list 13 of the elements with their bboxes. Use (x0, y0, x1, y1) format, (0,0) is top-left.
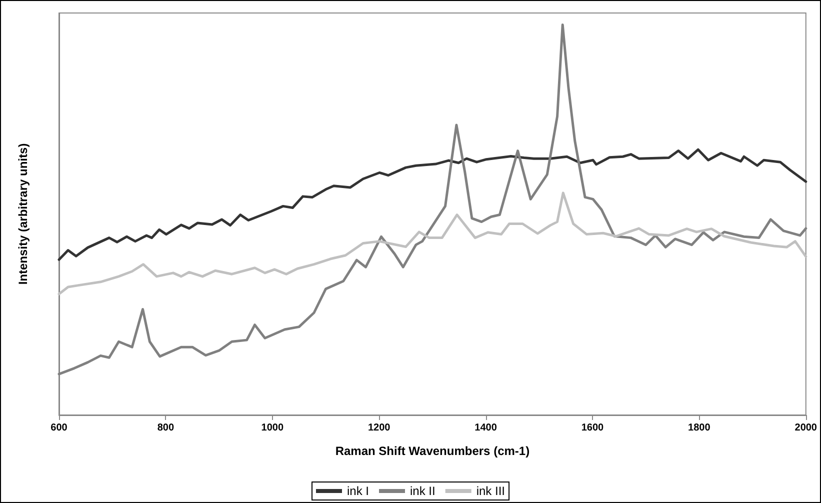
x-tick-label: 1600 (581, 422, 604, 434)
y-axis-title: Intensity (arbitrary units) (16, 143, 30, 285)
legend-label: ink I (346, 484, 370, 498)
x-tick-label: 1000 (261, 422, 284, 434)
x-tick-label: 600 (50, 422, 68, 434)
legend-label: ink II (410, 484, 436, 498)
x-tick-label: 1400 (474, 422, 498, 434)
legend-label: ink III (476, 484, 506, 498)
x-tick-label: 1800 (688, 422, 711, 434)
x-tick-label: 2000 (794, 422, 818, 434)
x-tick-label: 800 (157, 422, 174, 434)
x-axis-title: Raman Shift Wavenumbers (cm-1) (335, 444, 530, 458)
x-tick-label: 1200 (368, 422, 391, 434)
